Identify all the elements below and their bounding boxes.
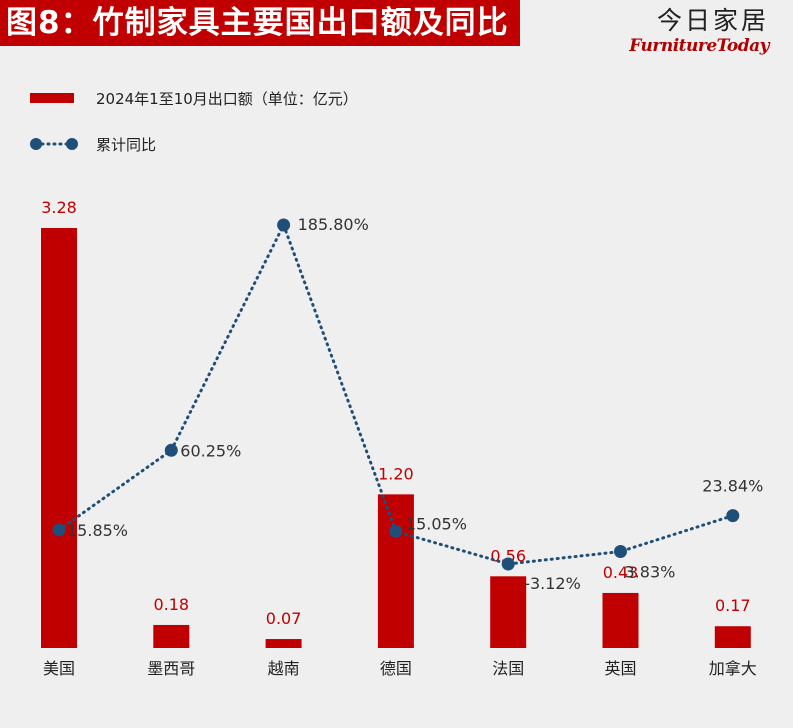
x-axis-tick-label: 英国 [604, 659, 636, 678]
brand-name-cn: 今日家居 [656, 6, 769, 35]
yoy-point-4 [389, 524, 403, 538]
x-axis-tick-label: 墨西哥 [147, 659, 195, 678]
x-axis-tick-label: 法国 [492, 659, 524, 678]
yoy-value-label: 15.05% [406, 514, 467, 533]
bar-value-label: 0.43 [603, 563, 639, 582]
bar-4 [377, 494, 414, 648]
yoy-value-label: 3.83% [625, 563, 676, 582]
bar-value-label: 1.20 [378, 464, 414, 483]
yoy-point-7 [726, 509, 740, 523]
yoy-value-label: -3.12% [524, 574, 581, 593]
legend-item-bar: 2024年1至10月出口额（单位：亿元） [30, 86, 358, 110]
yoy-point-3 [277, 218, 291, 232]
yoy-point-1 [52, 523, 66, 537]
chart-title: 图8：竹制家具主要国出口额及同比 [0, 0, 520, 46]
bar-value-label: 0.18 [153, 595, 189, 614]
brand-logo: 今日家居 FurnitureToday [629, 6, 769, 56]
legend-bar-label: 2024年1至10月出口额（单位：亿元） [96, 89, 358, 108]
chart-legend: 2024年1至10月出口额（单位：亿元） 累计同比 [30, 86, 358, 178]
yoy-point-5 [501, 557, 515, 571]
legend-item-line: 累计同比 [30, 132, 358, 156]
x-axis-tick-label: 越南 [268, 659, 300, 678]
x-axis-tick-label: 德国 [380, 659, 412, 678]
yoy-point-6 [614, 545, 627, 559]
yoy-value-label: 15.85% [67, 521, 128, 540]
yoy-value-label: 23.84% [702, 477, 763, 496]
bar-2 [153, 624, 190, 648]
bar-1 [41, 228, 77, 648]
bar-value-label: 0.17 [715, 596, 751, 615]
legend-bar-swatch [30, 93, 74, 103]
bar-value-label: 0.07 [266, 609, 302, 628]
legend-line-swatch [30, 138, 78, 150]
x-axis-tick-label: 美国 [43, 659, 75, 678]
legend-line-label: 累计同比 [96, 135, 157, 154]
yoy-value-label: 185.80% [298, 215, 369, 234]
bar-5 [490, 576, 527, 648]
bar-value-label: 3.28 [41, 198, 77, 217]
brand-name-en: FurnitureToday [629, 36, 769, 56]
x-axis-tick-label: 加拿大 [709, 659, 757, 678]
yoy-point-2 [164, 443, 178, 457]
bar-7 [714, 626, 751, 648]
bar-3 [265, 639, 302, 648]
yoy-value-label: 60.25% [180, 441, 241, 460]
bar-6 [602, 592, 639, 648]
